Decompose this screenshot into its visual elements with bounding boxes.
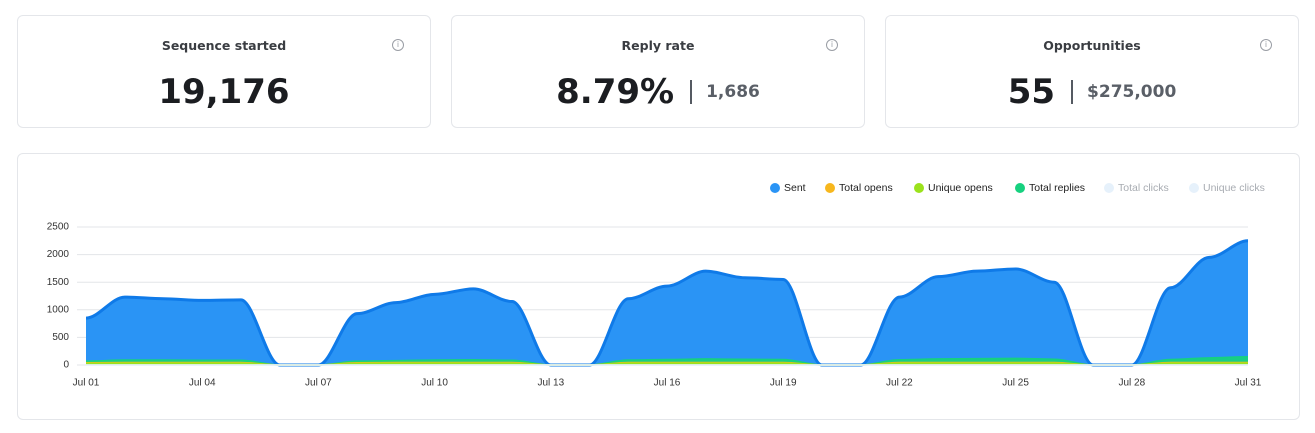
legend-label[interactable]: Unique opens: [928, 182, 993, 194]
separator: [1071, 80, 1074, 104]
legend-label[interactable]: Total clicks: [1118, 182, 1169, 194]
legend-swatch[interactable]: [825, 183, 835, 193]
legend-swatch[interactable]: [914, 183, 924, 193]
y-tick-label: 2000: [47, 249, 70, 260]
card-value: 8.79%: [556, 72, 675, 112]
y-tick-label: 500: [52, 332, 69, 343]
card-title: Sequence started: [161, 38, 287, 53]
legend-label[interactable]: Total replies: [1029, 182, 1085, 194]
card-secondary: $275,000: [1087, 82, 1177, 102]
x-tick-label: Jul 01: [73, 378, 100, 389]
x-tick-label: Jul 25: [1002, 378, 1029, 389]
x-tick-label: Jul 28: [1118, 378, 1145, 389]
info-icon[interactable]: i: [392, 39, 404, 51]
series-area: [86, 240, 1248, 365]
y-tick-label: 2500: [47, 222, 70, 233]
x-tick-label: Jul 22: [886, 378, 913, 389]
y-tick-label: 1000: [47, 304, 70, 315]
legend-label[interactable]: Sent: [784, 182, 806, 194]
x-tick-label: Jul 07: [305, 378, 332, 389]
legend-swatch[interactable]: [1015, 183, 1025, 193]
card-row: 8.79% 1,686: [452, 72, 864, 112]
chart-card: [17, 153, 1300, 420]
y-tick-label: 1500: [47, 277, 70, 288]
card-row: 55 $275,000: [886, 72, 1298, 112]
x-tick-label: Jul 10: [421, 378, 448, 389]
x-tick-label: Jul 19: [770, 378, 797, 389]
card-title: Opportunities: [1043, 38, 1141, 53]
legend-swatch[interactable]: [1104, 183, 1114, 193]
separator: [690, 80, 693, 104]
legend-label[interactable]: Total opens: [839, 182, 893, 194]
legend-swatch[interactable]: [770, 183, 780, 193]
stat-card: Sequence started i 19,176: [17, 15, 431, 128]
stat-card: Reply rate i 8.79% 1,686: [451, 15, 865, 128]
card-row: 19,176: [18, 72, 430, 112]
info-icon[interactable]: i: [1260, 39, 1272, 51]
y-tick-label: 0: [63, 360, 69, 371]
x-tick-label: Jul 31: [1235, 378, 1262, 389]
x-tick-label: Jul 16: [654, 378, 681, 389]
info-icon[interactable]: i: [826, 39, 838, 51]
legend-swatch[interactable]: [1189, 183, 1199, 193]
card-value: 55: [1007, 72, 1056, 112]
x-tick-label: Jul 13: [537, 378, 564, 389]
x-tick-label: Jul 04: [189, 378, 216, 389]
stat-card: Opportunities i 55 $275,000: [885, 15, 1299, 128]
card-secondary: 1,686: [706, 82, 760, 102]
card-title: Reply rate: [621, 38, 695, 53]
legend-label[interactable]: Unique clicks: [1203, 182, 1265, 194]
card-value: 19,176: [158, 72, 290, 112]
